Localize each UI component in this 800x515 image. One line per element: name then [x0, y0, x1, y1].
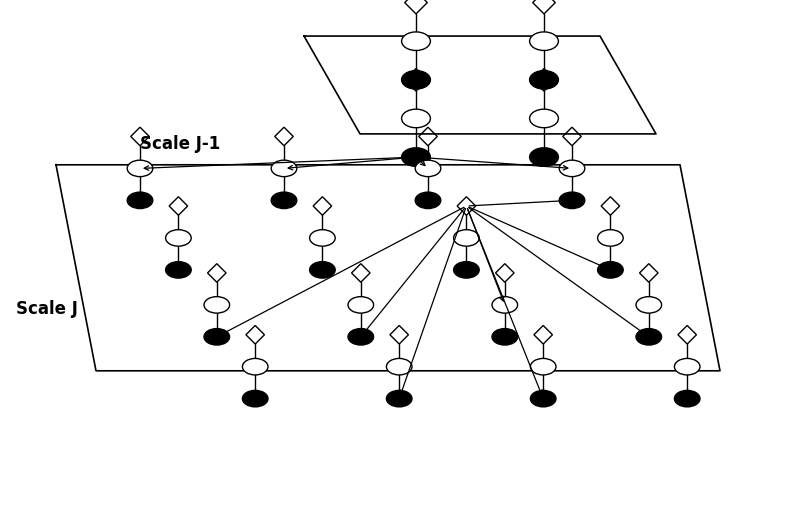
Text: Scale J: Scale J — [16, 300, 78, 318]
Circle shape — [415, 192, 441, 209]
Circle shape — [530, 71, 558, 89]
Circle shape — [402, 32, 430, 50]
Circle shape — [636, 297, 662, 313]
Circle shape — [204, 297, 230, 313]
Circle shape — [402, 71, 430, 89]
Circle shape — [204, 329, 230, 345]
Circle shape — [386, 390, 412, 407]
Circle shape — [310, 262, 335, 278]
Circle shape — [127, 160, 153, 177]
Text: Scale J-1: Scale J-1 — [140, 135, 220, 153]
Circle shape — [402, 148, 430, 166]
Circle shape — [166, 262, 191, 278]
Circle shape — [127, 192, 153, 209]
Circle shape — [415, 160, 441, 177]
Circle shape — [559, 192, 585, 209]
Circle shape — [348, 297, 374, 313]
Circle shape — [242, 358, 268, 375]
Circle shape — [636, 329, 662, 345]
Circle shape — [598, 230, 623, 246]
Circle shape — [454, 262, 479, 278]
Circle shape — [598, 262, 623, 278]
Circle shape — [271, 192, 297, 209]
Circle shape — [348, 329, 374, 345]
Circle shape — [492, 329, 518, 345]
Circle shape — [559, 160, 585, 177]
Circle shape — [674, 358, 700, 375]
Circle shape — [310, 230, 335, 246]
Circle shape — [530, 390, 556, 407]
Circle shape — [530, 148, 558, 166]
Circle shape — [386, 358, 412, 375]
Circle shape — [242, 390, 268, 407]
Circle shape — [674, 390, 700, 407]
Circle shape — [492, 297, 518, 313]
Circle shape — [530, 358, 556, 375]
Circle shape — [166, 230, 191, 246]
Circle shape — [454, 230, 479, 246]
Circle shape — [402, 109, 430, 128]
Circle shape — [530, 109, 558, 128]
Circle shape — [530, 32, 558, 50]
Circle shape — [271, 160, 297, 177]
